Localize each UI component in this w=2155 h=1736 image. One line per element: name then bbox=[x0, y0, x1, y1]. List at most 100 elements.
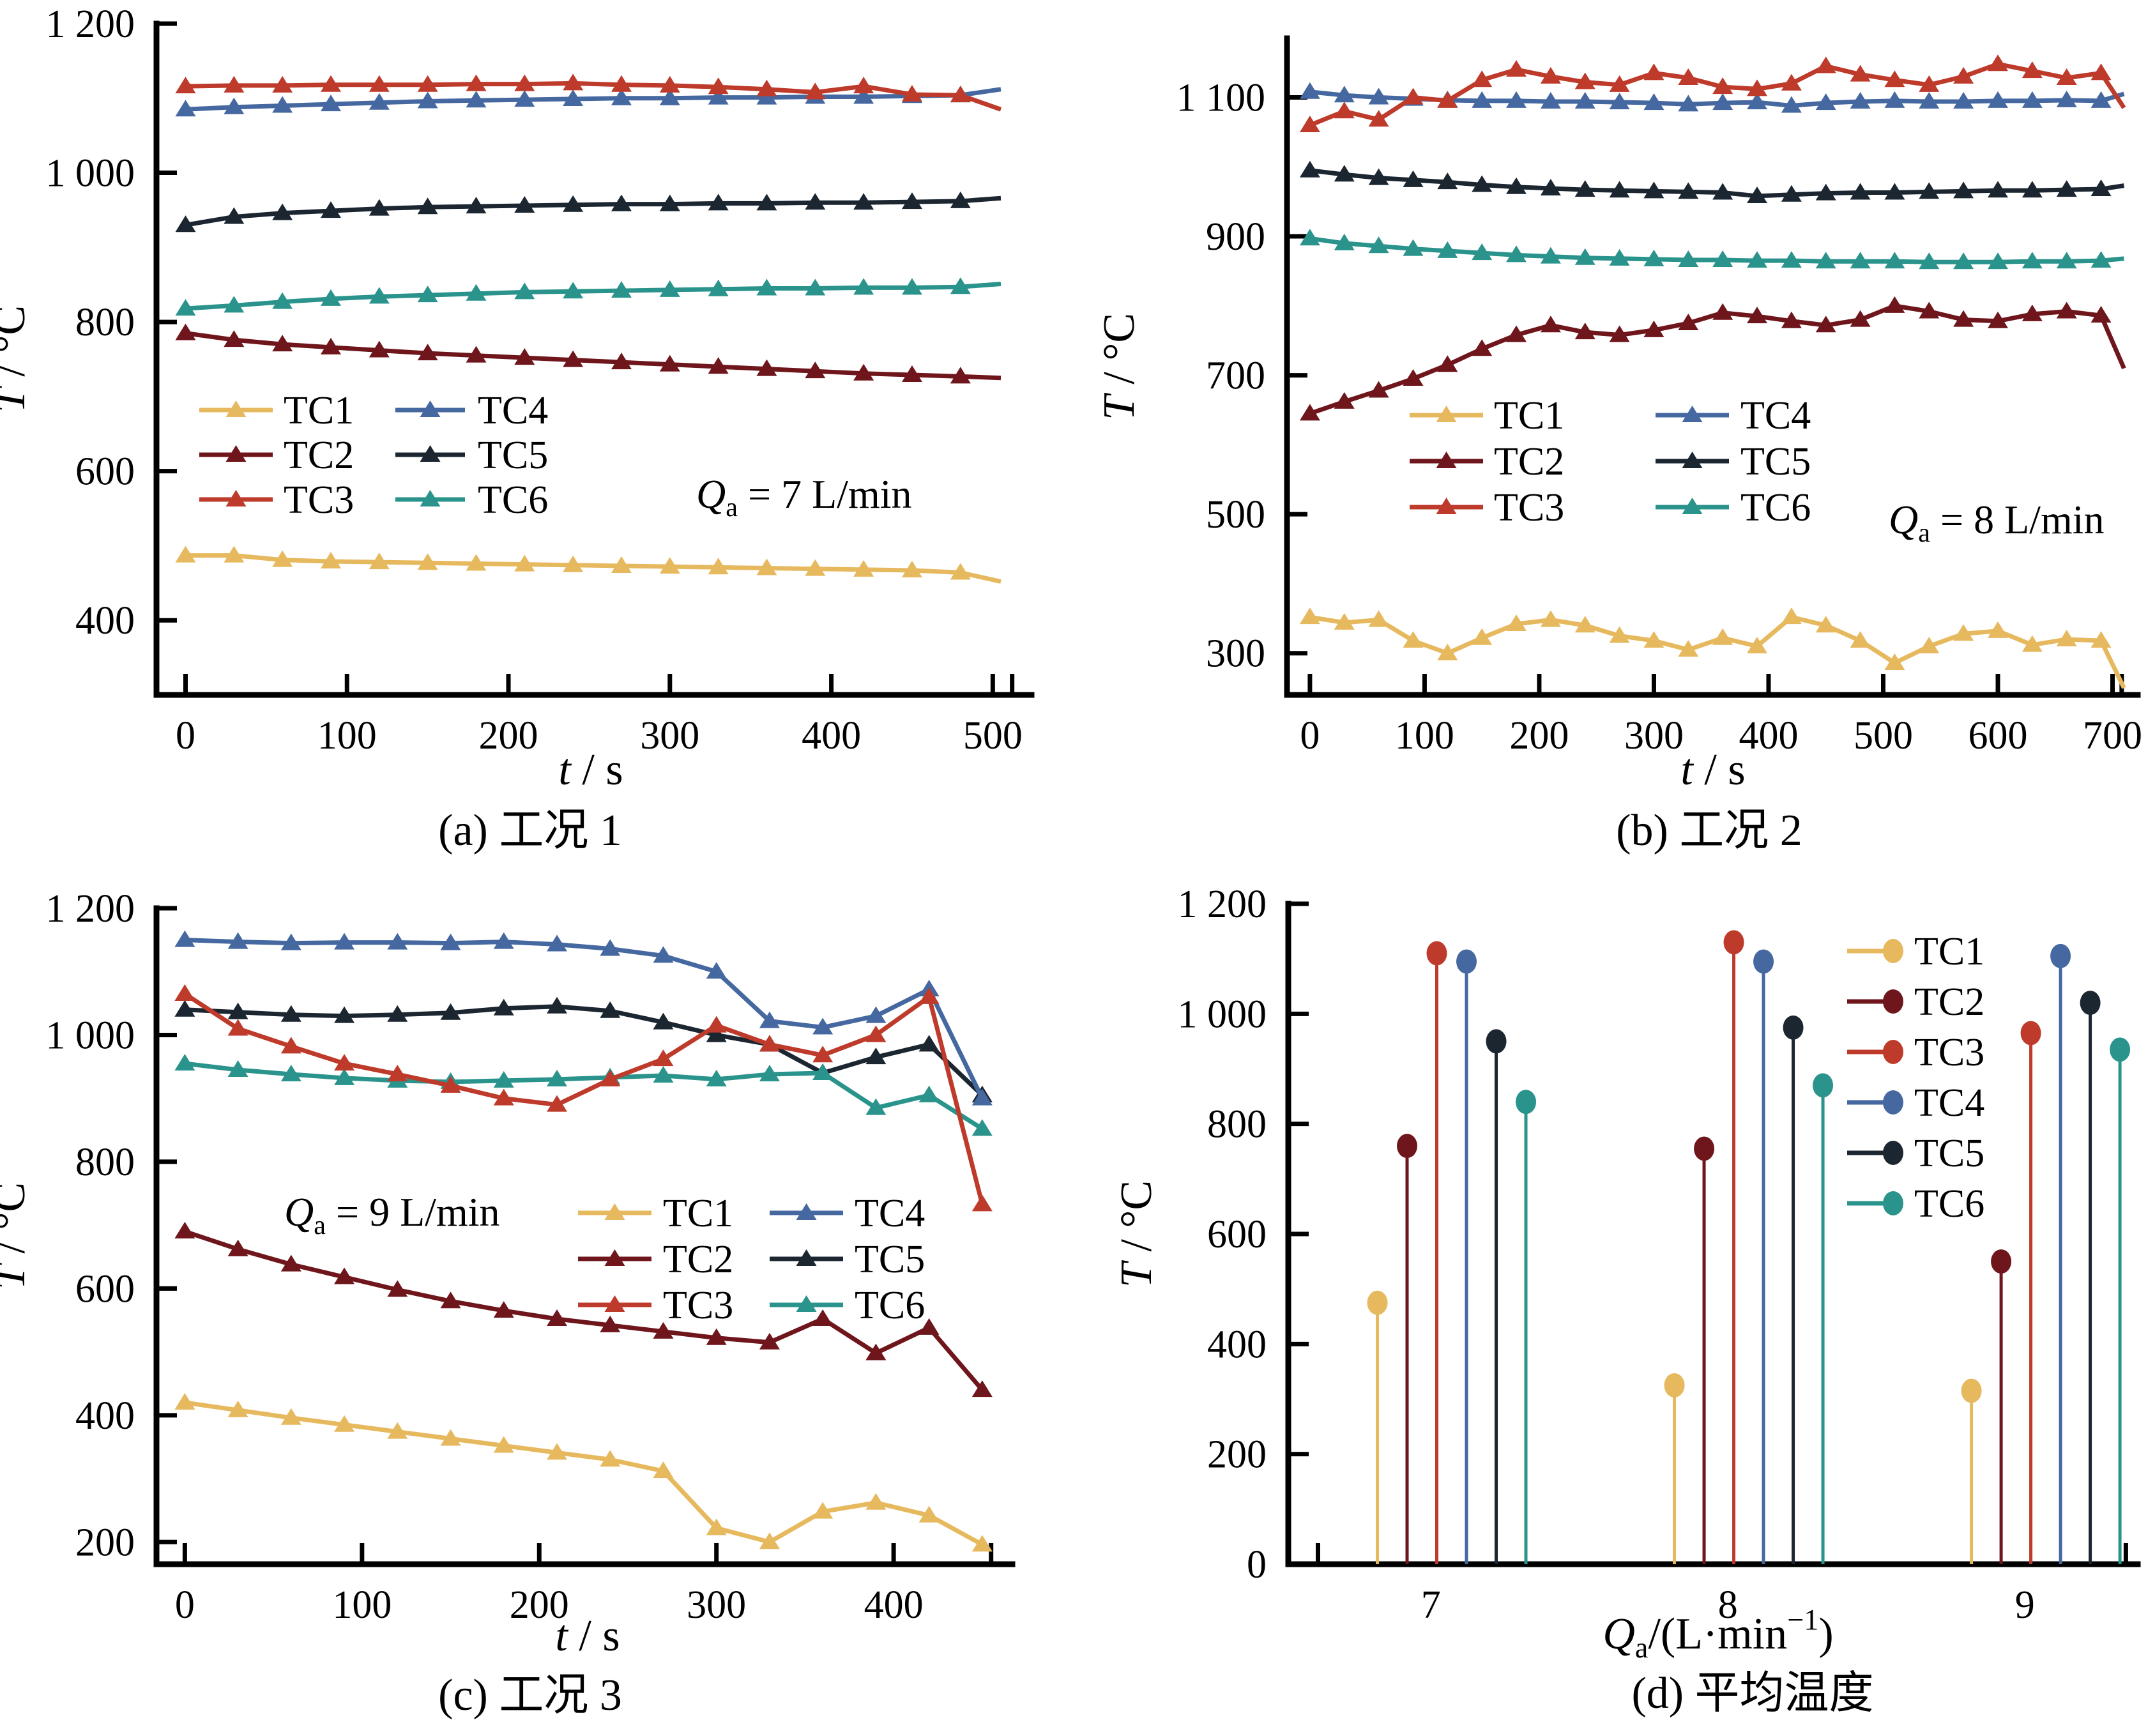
triangle-marker bbox=[1919, 91, 1940, 109]
triangle-marker bbox=[1472, 628, 1493, 645]
triangle-marker bbox=[514, 74, 535, 91]
triangle-marker bbox=[1609, 181, 1630, 198]
triangle-marker bbox=[950, 563, 971, 580]
triangle-marker bbox=[706, 1328, 727, 1345]
legend-circle-marker bbox=[1883, 1090, 1903, 1115]
triangle-marker bbox=[1747, 186, 1768, 203]
triangle-marker bbox=[466, 346, 487, 363]
triangle-marker bbox=[280, 1254, 301, 1272]
triangle-marker bbox=[563, 282, 584, 299]
triangle-marker bbox=[1884, 296, 1905, 313]
y-tick-label: 1 200 bbox=[1178, 883, 1267, 926]
triangle-marker bbox=[280, 1037, 301, 1054]
triangle-marker bbox=[756, 359, 777, 376]
triangle-marker bbox=[2056, 90, 2077, 107]
x-tick-label: 400 bbox=[864, 1583, 924, 1627]
stem-marker-TC1 bbox=[1961, 1378, 1982, 1403]
triangle-marker bbox=[1781, 607, 1802, 625]
triangle-marker bbox=[1712, 77, 1733, 95]
triangle-marker bbox=[369, 75, 390, 92]
triangle-marker bbox=[417, 91, 438, 109]
triangle-marker bbox=[1368, 236, 1389, 254]
triangle-marker bbox=[334, 1006, 355, 1023]
triangle-marker bbox=[1953, 91, 1974, 109]
triangle-marker bbox=[918, 1035, 940, 1052]
c-series-TC2-markers bbox=[174, 1222, 993, 1397]
triangle-marker bbox=[1368, 88, 1389, 105]
triangle-marker bbox=[1643, 249, 1664, 266]
y-tick-label: 300 bbox=[1206, 632, 1265, 676]
triangle-marker bbox=[493, 1436, 514, 1453]
x-tick-label: 400 bbox=[802, 714, 861, 758]
triangle-marker bbox=[1472, 175, 1493, 192]
triangle-marker bbox=[563, 89, 584, 106]
triangle-marker bbox=[224, 97, 245, 114]
triangle-marker bbox=[901, 278, 922, 295]
legend-triangle-marker bbox=[796, 1295, 817, 1312]
triangle-marker bbox=[1506, 245, 1527, 263]
x-tick-label: 0 bbox=[175, 1583, 195, 1627]
triangle-marker bbox=[369, 287, 390, 304]
legend-triangle-marker bbox=[1436, 498, 1457, 514]
stem-marker-TC3 bbox=[2020, 1021, 2041, 1046]
triangle-marker bbox=[1850, 91, 1871, 109]
y-tick-label: 800 bbox=[75, 1141, 135, 1184]
x-tick-label: 500 bbox=[1854, 714, 1913, 758]
triangle-marker bbox=[950, 367, 971, 384]
triangle-marker bbox=[600, 1450, 621, 1467]
triangle-marker bbox=[227, 1002, 248, 1019]
triangle-marker bbox=[514, 195, 535, 213]
triangle-marker bbox=[466, 284, 487, 301]
x-tick-label: 200 bbox=[1509, 714, 1569, 758]
legend-label-TC6: TC6 bbox=[478, 478, 548, 522]
triangle-marker bbox=[1781, 73, 1802, 91]
triangle-marker bbox=[971, 1194, 993, 1212]
triangle-marker bbox=[227, 1400, 248, 1417]
legend-label-TC2: TC2 bbox=[1914, 980, 1984, 1024]
triangle-marker bbox=[514, 282, 535, 300]
triangle-marker bbox=[2056, 68, 2077, 86]
triangle-marker bbox=[1815, 93, 1836, 110]
y-tick-label: 400 bbox=[75, 1394, 135, 1438]
x-tick-label: 600 bbox=[1968, 714, 2027, 758]
triangle-marker bbox=[1781, 311, 1802, 328]
triangle-marker bbox=[950, 277, 971, 294]
triangle-marker bbox=[706, 962, 727, 979]
b-series-TC1-markers bbox=[1299, 607, 2112, 670]
triangle-marker bbox=[1678, 68, 1699, 86]
triangle-marker bbox=[546, 1309, 567, 1326]
triangle-marker bbox=[756, 278, 777, 296]
stem-marker-TC3 bbox=[1723, 930, 1744, 955]
triangle-marker bbox=[1334, 86, 1355, 103]
triangle-marker bbox=[1919, 252, 1940, 270]
triangle-marker bbox=[175, 100, 196, 117]
triangle-marker bbox=[812, 1017, 834, 1035]
y-tick-label: 900 bbox=[1206, 215, 1265, 259]
triangle-marker bbox=[320, 289, 341, 306]
triangle-marker bbox=[901, 84, 922, 102]
triangle-marker bbox=[2090, 91, 2112, 108]
triangle-marker bbox=[853, 87, 874, 104]
legend-label-TC3: TC3 bbox=[1914, 1031, 1984, 1074]
triangle-marker bbox=[1334, 102, 1355, 119]
panel-b-chart: 300 500 700 900 1 100 0 100 200 300 400 500 600 700 T… bbox=[1095, 35, 2142, 855]
triangle-marker bbox=[901, 560, 922, 577]
triangle-marker bbox=[224, 296, 245, 313]
triangle-marker bbox=[1403, 631, 1424, 648]
triangle-marker bbox=[1403, 88, 1424, 105]
triangle-marker bbox=[174, 930, 195, 947]
triangle-marker bbox=[2056, 301, 2077, 319]
triangle-marker bbox=[546, 1069, 567, 1086]
triangle-marker bbox=[2022, 252, 2043, 269]
legend-label-TC2: TC2 bbox=[284, 434, 354, 477]
triangle-marker bbox=[812, 1309, 834, 1326]
triangle-marker bbox=[853, 560, 874, 577]
triangle-marker bbox=[369, 199, 390, 216]
triangle-marker bbox=[417, 286, 438, 303]
triangle-marker bbox=[971, 1535, 993, 1552]
a-series-TC2-markers bbox=[175, 323, 971, 384]
stem-marker-TC1 bbox=[1367, 1290, 1388, 1315]
triangle-marker bbox=[611, 75, 632, 92]
a-series-TC3-line bbox=[185, 80, 1002, 112]
